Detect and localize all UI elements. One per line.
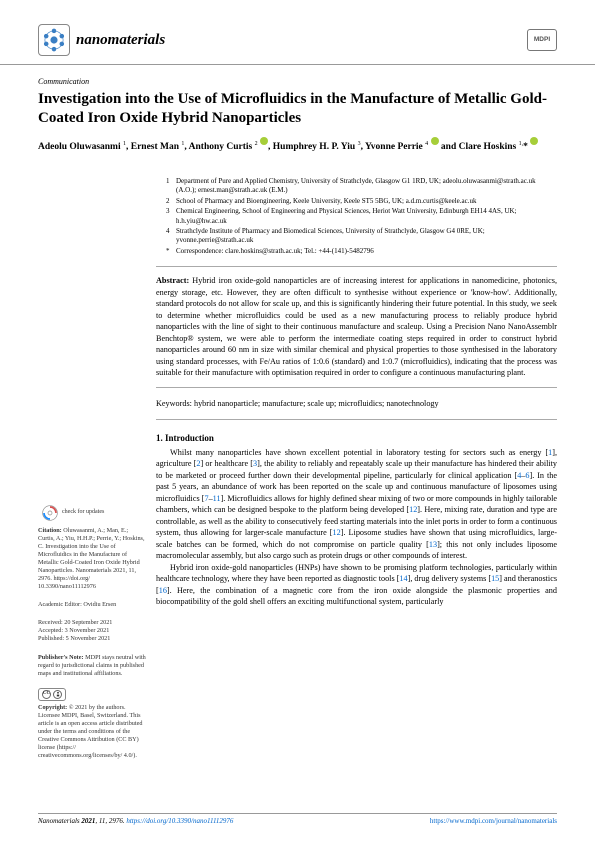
- by-icon: [53, 690, 62, 699]
- cite-link[interactable]: 6: [525, 471, 529, 480]
- intro-body: Whilst many nanoparticles have shown exc…: [156, 447, 557, 608]
- dates-block: Received: 20 September 2021 Accepted: 3 …: [38, 619, 146, 643]
- article-type: Communication: [38, 77, 557, 88]
- copyright-head: Copyright:: [38, 704, 67, 711]
- intro-para-2: Hybrid iron oxide-gold nanoparticles (HN…: [156, 562, 557, 608]
- received-date: Received: 20 September 2021: [38, 619, 146, 627]
- affiliation-row: 4Strathclyde Institute of Pharmacy and B…: [166, 227, 557, 246]
- cite-link[interactable]: 4: [517, 471, 521, 480]
- cc-icon: CC: [42, 690, 51, 699]
- check-updates-label: check for updates: [62, 509, 104, 516]
- editor-line: Academic Editor: Ovidiu Ersen: [38, 601, 146, 609]
- journal-name: nanomaterials: [76, 30, 165, 50]
- abstract-head: Abstract:: [156, 276, 189, 285]
- keywords: Keywords: hybrid nanoparticle; manufactu…: [156, 394, 557, 420]
- cite-link[interactable]: 14: [399, 574, 407, 583]
- orcid-icon: [431, 137, 439, 145]
- cite-link[interactable]: 2: [196, 459, 200, 468]
- accepted-date: Accepted: 3 November 2021: [38, 627, 146, 635]
- published-date: Published: 5 November 2021: [38, 635, 146, 643]
- keywords-text: hybrid nanoparticle; manufacture; scale …: [192, 399, 439, 408]
- cite-link[interactable]: 1: [548, 448, 552, 457]
- footer-citation: Nanomaterials 2021, 11, 2976. https://do…: [38, 817, 233, 826]
- affiliations: 1Department of Pure and Applied Chemistr…: [166, 177, 557, 257]
- keywords-head: Keywords:: [156, 399, 192, 408]
- abstract: Abstract: Hybrid iron oxide-gold nanopar…: [156, 266, 557, 387]
- cc-by-badge: CC: [38, 688, 66, 701]
- journal-url[interactable]: https://www.mdpi.com/journal/nanomateria…: [430, 817, 557, 826]
- main-column: 1Department of Pure and Applied Chemistr…: [156, 165, 557, 770]
- abstract-text: Hybrid iron oxide-gold nanoparticles are…: [156, 276, 557, 377]
- citation-block: Citation: Oluwasanmi, A.; Man, E.; Curti…: [38, 527, 146, 592]
- journal-brand: nanomaterials: [38, 24, 165, 56]
- publisher-note: Publisher's Note: MDPI stays neutral wit…: [38, 654, 146, 678]
- check-updates-icon: [42, 505, 58, 521]
- orcid-icon: [530, 137, 538, 145]
- author-line: Adeolu Oluwasanmi 1, Ernest Man 1, Antho…: [38, 137, 557, 154]
- pubnote-head: Publisher's Note:: [38, 654, 84, 661]
- citation-text: Oluwasanmi, A.; Man, E.; Curtis, A.; Yiu…: [38, 527, 145, 590]
- cite-link[interactable]: 13: [429, 540, 437, 549]
- header-bar: nanomaterials MDPI: [0, 0, 595, 65]
- doi-link[interactable]: https://doi.org/10.3390/nano11112976: [126, 817, 233, 825]
- publisher-logo: MDPI: [527, 29, 557, 51]
- paper-title: Investigation into the Use of Microfluid…: [38, 90, 557, 128]
- journal-logo-icon: [38, 24, 70, 56]
- page-body: check for updates Citation: Oluwasanmi, …: [0, 165, 595, 770]
- section-heading: 1. Introduction: [156, 432, 557, 444]
- cite-link[interactable]: 7: [204, 494, 208, 503]
- cite-link[interactable]: 16: [159, 586, 167, 595]
- affiliation-row: *Correspondence: clare.hoskins@strath.ac…: [166, 247, 557, 256]
- affiliation-row: 3Chemical Engineering, School of Enginee…: [166, 207, 557, 226]
- cite-link[interactable]: 12: [409, 505, 417, 514]
- copyright-text: © 2021 by the authors. Licensee MDPI, Ba…: [38, 704, 142, 759]
- affiliation-row: 2School of Pharmacy and Bioengineering, …: [166, 197, 557, 206]
- intro-para-1: Whilst many nanoparticles have shown exc…: [156, 447, 557, 562]
- title-block: Communication Investigation into the Use…: [0, 65, 595, 155]
- license-block: CC Copyright: © 2021 by the authors. Lic…: [38, 688, 146, 760]
- check-updates-badge[interactable]: check for updates: [42, 505, 146, 521]
- citation-head: Citation:: [38, 527, 62, 534]
- cite-link[interactable]: 3: [253, 459, 257, 468]
- page-footer: Nanomaterials 2021, 11, 2976. https://do…: [38, 813, 557, 826]
- affiliation-row: 1Department of Pure and Applied Chemistr…: [166, 177, 557, 196]
- cite-link[interactable]: 12: [333, 528, 341, 537]
- sidebar: check for updates Citation: Oluwasanmi, …: [38, 165, 156, 770]
- cite-link[interactable]: 15: [491, 574, 499, 583]
- orcid-icon: [260, 137, 268, 145]
- cite-link[interactable]: 11: [213, 494, 221, 503]
